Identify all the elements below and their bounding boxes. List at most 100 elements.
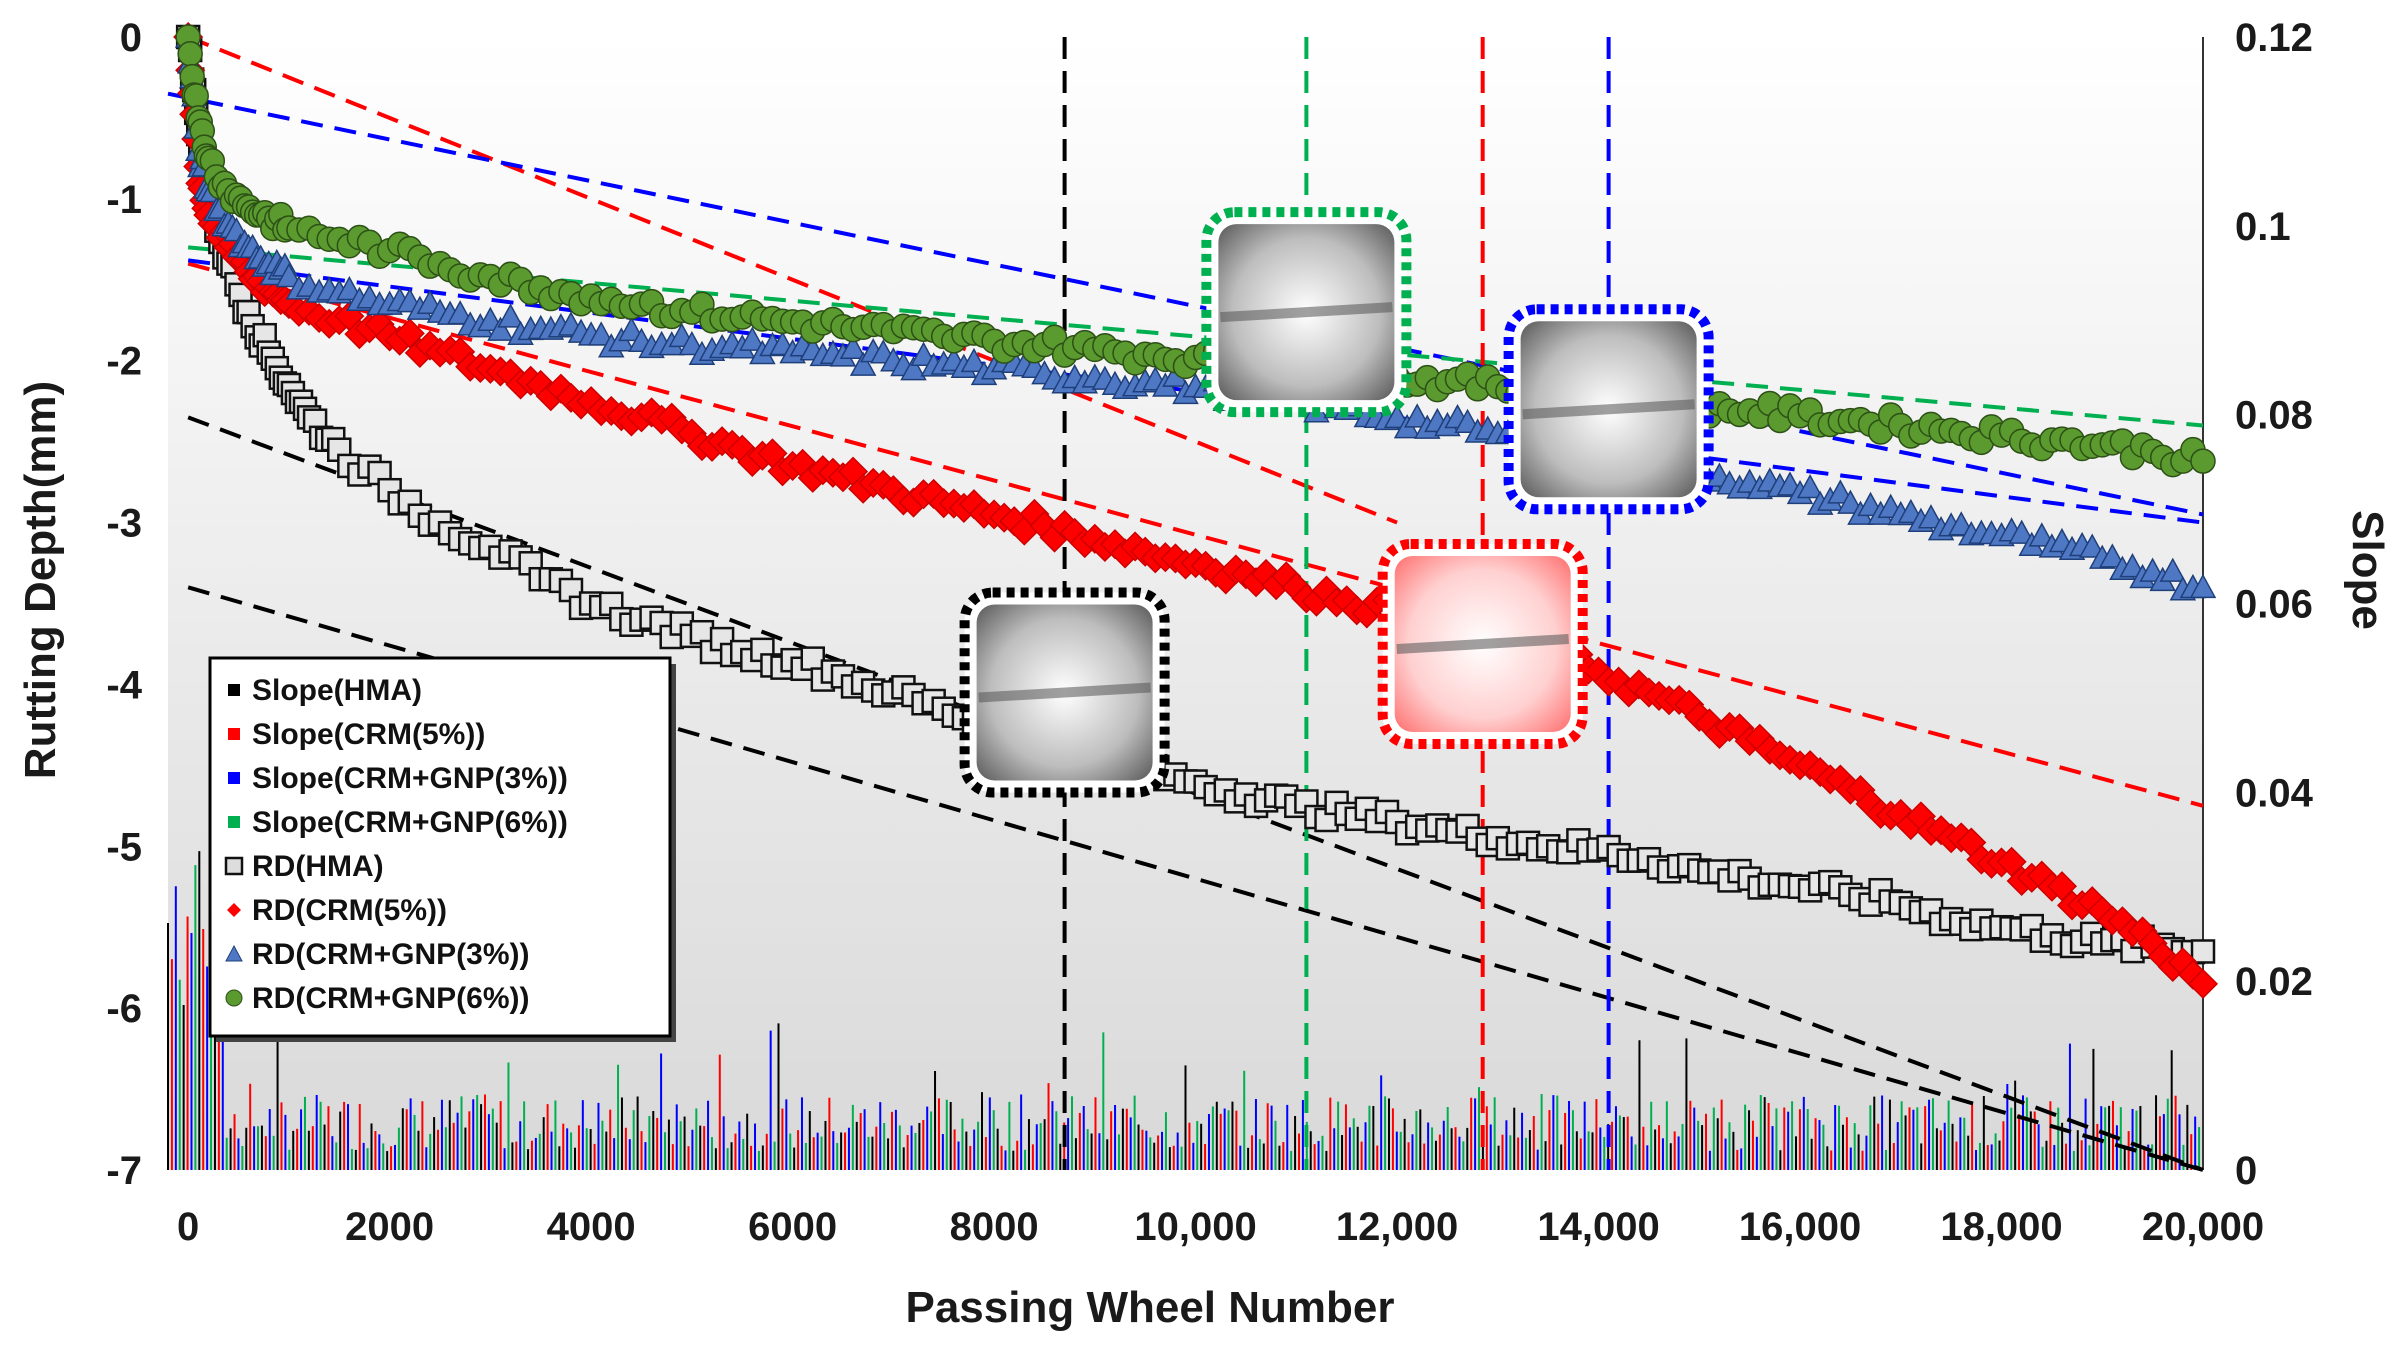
y2-tick-label: 0.08 — [2235, 394, 2313, 438]
inset-rut-texture — [1396, 633, 1569, 654]
legend-label: RD(HMA) — [252, 850, 384, 883]
legend-entry: RD(HMA) — [224, 850, 384, 883]
legend-entry: RD(CRM(5%)) — [227, 894, 447, 927]
data-point — [849, 351, 877, 376]
y2-tick-label: 0 — [2235, 1149, 2257, 1193]
inset-rut-texture — [1220, 302, 1393, 323]
inset-gnp6 — [1201, 207, 1412, 418]
legend-label: Slope(HMA) — [252, 674, 422, 707]
legend-label: Slope(CRM+GNP(3%)) — [252, 762, 568, 795]
data-point — [2078, 533, 2106, 558]
y2-tick-label: 0.04 — [2235, 771, 2314, 815]
x-tick-label: 2000 — [345, 1205, 434, 1249]
data-point — [2119, 553, 2146, 578]
legend-box — [208, 656, 672, 1038]
legend-label: Slope(CRM+GNP(6%)) — [252, 806, 568, 839]
inset-hma — [959, 587, 1170, 798]
y-tick-label: -1 — [106, 178, 142, 222]
y-tick-label: -2 — [106, 340, 142, 384]
y-axis-title: Rutting Depth(mm) — [16, 381, 65, 779]
data-point — [800, 646, 826, 671]
x-tick-label: 8000 — [950, 1205, 1039, 1249]
legend-marker — [228, 728, 240, 740]
x-axis-ticks: 0 2000 4000 6000 8000 10,000 12,000 14,000 16,00… — [177, 1205, 2264, 1249]
legend-marker — [227, 903, 241, 917]
data-point — [960, 347, 988, 373]
data-point — [739, 326, 766, 351]
y-tick-label: -3 — [106, 502, 142, 546]
x-tick-label: 16,000 — [1739, 1205, 1861, 1249]
x-tick-label: 6000 — [748, 1205, 837, 1249]
data-point — [2159, 557, 2187, 582]
data-point — [446, 300, 474, 325]
data-point — [1837, 489, 1864, 514]
legend-marker — [228, 772, 240, 784]
legend-entry: Slope(CRM+GNP(3%)) — [228, 762, 568, 795]
data-point — [336, 275, 363, 301]
fit-line — [167, 91, 2204, 517]
x-tick-label: 12,000 — [1336, 1205, 1458, 1249]
data-point — [394, 318, 425, 349]
legend-label: RD(CRM+GNP(6%)) — [252, 982, 530, 1015]
y2-tick-label: 0.1 — [2235, 205, 2291, 249]
y-tick-label: -5 — [106, 825, 142, 869]
x-tick-label: 4000 — [547, 1205, 636, 1249]
data-point — [839, 334, 867, 360]
inset-rut-texture — [978, 682, 1151, 703]
legend-entry: RD(CRM+GNP(3%)) — [225, 938, 530, 971]
data-point — [487, 316, 514, 341]
x-tick-label: 20,000 — [2142, 1205, 2264, 1249]
data-point — [618, 316, 645, 342]
y-tick-label: -7 — [106, 1149, 142, 1193]
inset-images — [959, 207, 1714, 798]
legend-entry: Slope(HMA) — [228, 674, 422, 707]
x-tick-label: 18,000 — [1940, 1205, 2062, 1249]
legend-marker — [225, 989, 243, 1007]
data-point — [1917, 504, 1945, 529]
x-tick-label: 14,000 — [1537, 1205, 1659, 1249]
y2-tick-label: 0.12 — [2235, 16, 2313, 60]
data-point — [183, 83, 209, 109]
y2-tick-label: 0.02 — [2235, 960, 2313, 1004]
data-point — [2190, 939, 2216, 964]
data-point — [1796, 473, 1824, 499]
data-point — [2187, 968, 2219, 999]
fit-line — [187, 261, 2204, 808]
legend-marker — [228, 684, 240, 696]
legend-label: RD(CRM+GNP(3%)) — [252, 938, 530, 971]
fit-line — [187, 245, 2204, 428]
legend-entry: Slope(CRM(5%)) — [228, 718, 485, 751]
x-tick-label: 0 — [177, 1205, 199, 1249]
data-point — [910, 341, 937, 366]
y2-tick-label: 0.06 — [2235, 583, 2313, 627]
inset-rut-texture — [1522, 399, 1695, 420]
data-point — [900, 356, 927, 381]
data-point — [2008, 519, 2035, 544]
legend-label: Slope(CRM(5%)) — [252, 718, 485, 751]
data-point — [177, 40, 203, 67]
x-axis-title: Passing Wheel Number — [905, 1283, 1394, 1332]
legend-marker — [224, 856, 244, 876]
data-point — [275, 262, 303, 288]
data-point — [2190, 448, 2216, 474]
y-tick-label: 0 — [120, 16, 142, 60]
y-tick-label: -4 — [106, 663, 142, 707]
inset-gnp3 — [1503, 304, 1714, 515]
legend-label: RD(CRM(5%)) — [252, 894, 447, 927]
legend-marker — [228, 816, 240, 828]
legend-entry: RD(CRM+GNP(6%)) — [225, 982, 530, 1015]
data-point — [2046, 871, 2078, 902]
data-point — [587, 321, 615, 346]
y2-axis-ticks: 0.12 0.1 0.08 0.06 0.04 0.02 0 — [2235, 16, 2314, 1193]
fit-line — [187, 35, 1398, 525]
inset-crm5 — [1377, 538, 1588, 749]
data-point — [2099, 543, 2126, 568]
y-tick-label: -6 — [106, 987, 142, 1031]
x-tick-label: 10,000 — [1134, 1205, 1256, 1249]
legend-marker — [225, 944, 243, 962]
data-point — [497, 303, 524, 328]
data-point — [2189, 573, 2217, 599]
data-point — [1403, 403, 1431, 428]
